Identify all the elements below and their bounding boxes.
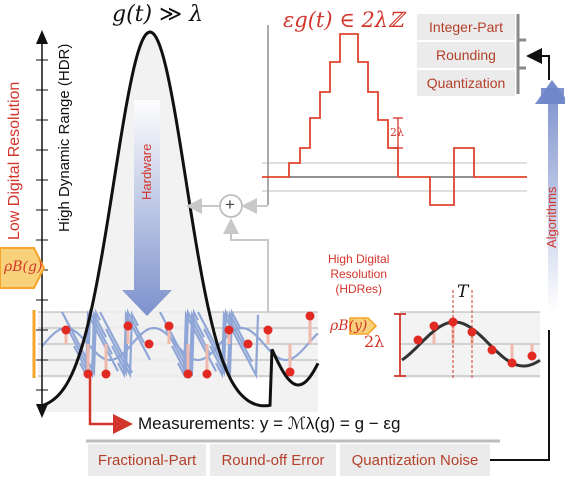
small-sample-point — [527, 351, 537, 361]
step-annotation: 2λ — [390, 126, 404, 139]
label-hardware: Hardware — [139, 143, 154, 200]
algorithm-brackets — [516, 14, 526, 94]
sample-point — [183, 369, 193, 379]
period-label: T — [457, 282, 469, 302]
sample-point — [243, 339, 253, 349]
arrow-samples-to-adder — [223, 218, 269, 312]
label-hdr: High Dynamic Range (HDR) — [56, 43, 73, 232]
sample-point — [101, 369, 111, 379]
small-sample-point — [429, 321, 439, 331]
small-bracket — [394, 313, 406, 377]
small-sample-point — [487, 345, 497, 355]
signal-shade — [42, 32, 318, 412]
title-left-rhs: λ — [189, 2, 204, 27]
box-quantization: Quantization — [417, 70, 515, 96]
folded-segment — [105, 310, 139, 379]
title-right: εg(t) ∈ 2λℤ — [283, 8, 404, 32]
sample-point — [123, 321, 133, 331]
step-bracket — [393, 117, 403, 149]
small-sample-point — [507, 358, 517, 368]
title-left-lhs: g(t) — [112, 2, 153, 27]
title-left: g(t) ≫ λ — [112, 2, 203, 27]
hdr-signal-curve — [41, 30, 320, 408]
sample-point — [285, 367, 295, 377]
sample-point — [263, 325, 273, 335]
folded-segment — [73, 308, 113, 377]
sample-point — [61, 325, 71, 335]
badge-left-shape — [0, 247, 46, 289]
sample-point — [202, 369, 212, 379]
badge-right-text: ρB(y) — [330, 318, 368, 334]
folded-segment — [117, 310, 151, 379]
adder-symbol: + — [225, 195, 235, 214]
small-sample-point — [413, 335, 423, 345]
badge-right-shape — [349, 317, 378, 335]
bottom-to-algorithms-connector — [488, 330, 550, 461]
box-quantization-noise: Quantization Noise — [340, 444, 490, 476]
badge-left-text: ρB(g) — [4, 259, 43, 275]
step-plot — [262, 25, 527, 206]
box-round-off-error: Round-off Error — [210, 444, 336, 476]
sample-point — [164, 321, 174, 331]
folded-segment — [171, 308, 211, 377]
hdres-line-1: High Digital — [328, 252, 390, 266]
sample-point — [144, 339, 154, 349]
folded-segment — [111, 308, 145, 377]
folded-segment — [177, 310, 217, 379]
label-algorithms: Algorithms — [544, 186, 559, 248]
sample-point — [224, 325, 234, 335]
hdres-line-2: Resolution — [330, 267, 388, 281]
hardware-arrow — [122, 100, 172, 316]
residual-bars — [64, 316, 312, 374]
measurement-arrow — [88, 376, 133, 434]
arrow-algorithms-to-boxes — [526, 48, 550, 80]
hdres-line-3: (HDRes) — [335, 282, 383, 296]
folded-segment — [209, 308, 253, 377]
algorithms-arrow — [541, 88, 564, 312]
amplitude-label: 2λ — [364, 332, 385, 351]
hdres-label: High Digital Resolution (HDRes) — [328, 252, 389, 297]
box-rounding: Rounding — [417, 42, 515, 68]
small-plot — [400, 290, 541, 380]
small-sample-point — [467, 327, 477, 337]
title-left-relation: ≫ — [159, 2, 183, 27]
folded-segment — [215, 310, 260, 380]
label-low-digital-resolution: Low Digital Resolution — [6, 81, 23, 240]
small-sample-point — [448, 317, 458, 327]
box-fractional-part: Fractional-Part — [88, 444, 206, 476]
sample-point — [305, 311, 315, 321]
measurement-text: Measurements: y = ℳλ(g) = g − εg — [138, 414, 401, 433]
box-integer-part: Integer-Part — [417, 14, 515, 40]
sample-points — [61, 311, 315, 379]
